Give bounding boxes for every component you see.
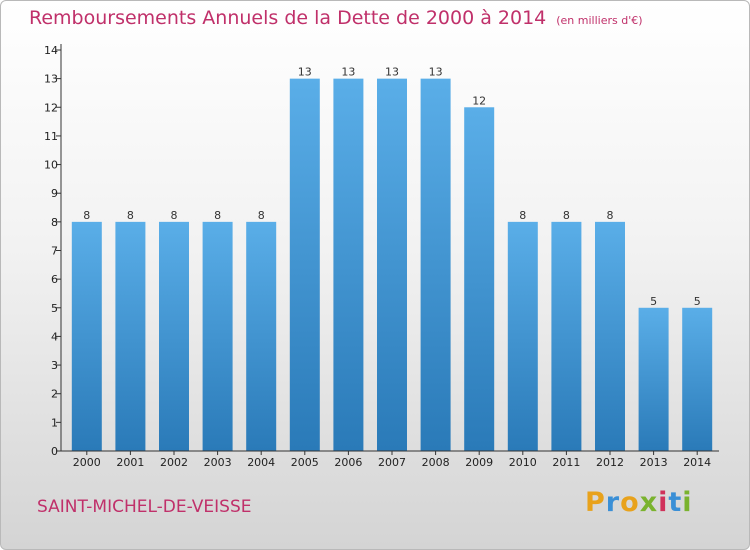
x-tick-label-2014: 2014 bbox=[683, 456, 711, 469]
y-tick-label-14: 14 bbox=[44, 44, 58, 57]
logo-letter: i bbox=[682, 487, 693, 518]
data-label-2014: 5 bbox=[694, 295, 701, 308]
data-label-2002: 8 bbox=[171, 209, 178, 222]
bar-2014 bbox=[682, 307, 713, 451]
x-tick-label-2013: 2013 bbox=[640, 456, 668, 469]
data-label-2011: 8 bbox=[563, 209, 570, 222]
y-tick-label-6: 6 bbox=[51, 273, 58, 286]
logo-letter: P bbox=[585, 487, 606, 518]
y-tick-label-9: 9 bbox=[51, 187, 58, 200]
bar-2010 bbox=[507, 221, 538, 451]
x-tick-label-2012: 2012 bbox=[596, 456, 624, 469]
x-tick-label-2000: 2000 bbox=[73, 456, 101, 469]
chart-unit: (en milliers d'€) bbox=[556, 14, 643, 27]
bar-2008 bbox=[420, 78, 451, 452]
x-tick-label-2008: 2008 bbox=[422, 456, 450, 469]
logo-letter: t bbox=[668, 487, 683, 518]
x-tick-label-2005: 2005 bbox=[291, 456, 319, 469]
y-tick-label-4: 4 bbox=[51, 330, 58, 343]
bar-2012 bbox=[595, 221, 625, 451]
data-label-2006: 13 bbox=[341, 66, 355, 79]
y-tick-label-3: 3 bbox=[51, 359, 58, 372]
y-tick-label-1: 1 bbox=[51, 416, 58, 429]
x-tick-label-2001: 2001 bbox=[116, 456, 144, 469]
bar-2011 bbox=[551, 221, 582, 451]
bar-2001 bbox=[115, 221, 146, 451]
y-tick-label-11: 11 bbox=[44, 130, 58, 143]
y-tick-label-12: 12 bbox=[44, 101, 58, 114]
logo-letter: x bbox=[639, 487, 659, 518]
y-tick-label-13: 13 bbox=[44, 73, 58, 86]
bars-group: 8 8 8 8 8 13 13 13 13 12 8 8 8 5 5 bbox=[71, 66, 713, 452]
proxiti-logo: Proxiti bbox=[585, 487, 693, 518]
x-tick-label-2002: 2002 bbox=[160, 456, 188, 469]
y-tick-label-7: 7 bbox=[51, 245, 58, 258]
y-tick-label-10: 10 bbox=[44, 159, 58, 172]
data-label-2008: 13 bbox=[429, 66, 443, 79]
bar-2005 bbox=[289, 78, 320, 452]
bar-2009 bbox=[464, 107, 495, 452]
data-label-2000: 8 bbox=[83, 209, 90, 222]
logo-letter: o bbox=[620, 487, 640, 518]
data-label-2001: 8 bbox=[127, 209, 134, 222]
x-tick-label-2007: 2007 bbox=[378, 456, 406, 469]
y-tick-label-0: 0 bbox=[51, 445, 58, 458]
x-tick-label-2009: 2009 bbox=[465, 456, 493, 469]
data-label-2013: 5 bbox=[650, 295, 657, 308]
chart-title: Remboursements Annuels de la Dette de 20… bbox=[29, 7, 643, 29]
data-label-2007: 13 bbox=[385, 66, 399, 79]
bar-2006 bbox=[333, 78, 364, 452]
data-label-2009: 12 bbox=[472, 94, 486, 107]
x-tick-label-2003: 2003 bbox=[204, 456, 232, 469]
x-tick-label-2010: 2010 bbox=[509, 456, 537, 469]
x-tick-label-2011: 2011 bbox=[552, 456, 580, 469]
y-tick-label-8: 8 bbox=[51, 216, 58, 229]
axes-group: 2000 2001 2002 2003 2004 2005 2006 2007 2008 2009… bbox=[44, 44, 719, 469]
data-label-2004: 8 bbox=[258, 209, 265, 222]
data-label-2012: 8 bbox=[607, 209, 614, 222]
commune-name: SAINT-MICHEL-DE-VEISSE bbox=[37, 497, 252, 517]
bar-2013 bbox=[638, 307, 669, 451]
bar-2004 bbox=[246, 221, 277, 451]
bar-2002 bbox=[159, 221, 189, 451]
x-tick-label-2004: 2004 bbox=[247, 456, 275, 469]
y-tick-label-5: 5 bbox=[51, 302, 58, 315]
logo-letter: r bbox=[605, 487, 621, 518]
bar-2007 bbox=[377, 78, 407, 452]
data-label-2010: 8 bbox=[519, 209, 526, 222]
bar-2000 bbox=[71, 221, 102, 451]
logo-letter: i bbox=[658, 487, 669, 518]
y-tick-label-2: 2 bbox=[51, 388, 58, 401]
chart-title-text: Remboursements Annuels de la Dette de 20… bbox=[29, 7, 547, 29]
bar-2003 bbox=[202, 221, 233, 451]
data-label-2005: 13 bbox=[298, 66, 312, 79]
data-label-2003: 8 bbox=[214, 209, 221, 222]
x-tick-label-2006: 2006 bbox=[334, 456, 362, 469]
